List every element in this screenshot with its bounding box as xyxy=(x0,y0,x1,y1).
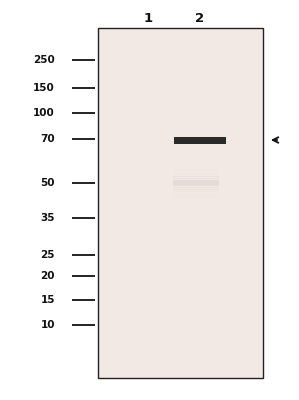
Text: 1: 1 xyxy=(144,12,152,24)
Text: 20: 20 xyxy=(40,271,55,281)
Text: 35: 35 xyxy=(40,213,55,223)
Bar xyxy=(173,186,219,188)
Text: 100: 100 xyxy=(33,108,55,118)
Bar xyxy=(173,184,219,186)
Text: 250: 250 xyxy=(33,55,55,65)
Bar xyxy=(173,172,219,173)
Bar xyxy=(98,28,263,378)
Bar xyxy=(173,182,219,184)
Bar xyxy=(173,180,219,182)
Bar xyxy=(173,174,219,175)
Bar xyxy=(173,176,219,177)
Text: 2: 2 xyxy=(196,12,205,24)
Bar xyxy=(173,193,219,194)
Text: 150: 150 xyxy=(33,83,55,93)
Bar xyxy=(173,178,219,180)
Text: 15: 15 xyxy=(40,295,55,305)
Text: 25: 25 xyxy=(40,250,55,260)
Bar xyxy=(173,167,219,169)
Bar xyxy=(173,191,219,192)
Bar xyxy=(174,136,226,144)
Text: 50: 50 xyxy=(40,178,55,188)
Bar xyxy=(173,189,219,190)
Bar xyxy=(173,197,219,199)
Text: 70: 70 xyxy=(40,134,55,144)
Text: 10: 10 xyxy=(40,320,55,330)
Bar xyxy=(173,195,219,196)
Bar xyxy=(173,170,219,171)
